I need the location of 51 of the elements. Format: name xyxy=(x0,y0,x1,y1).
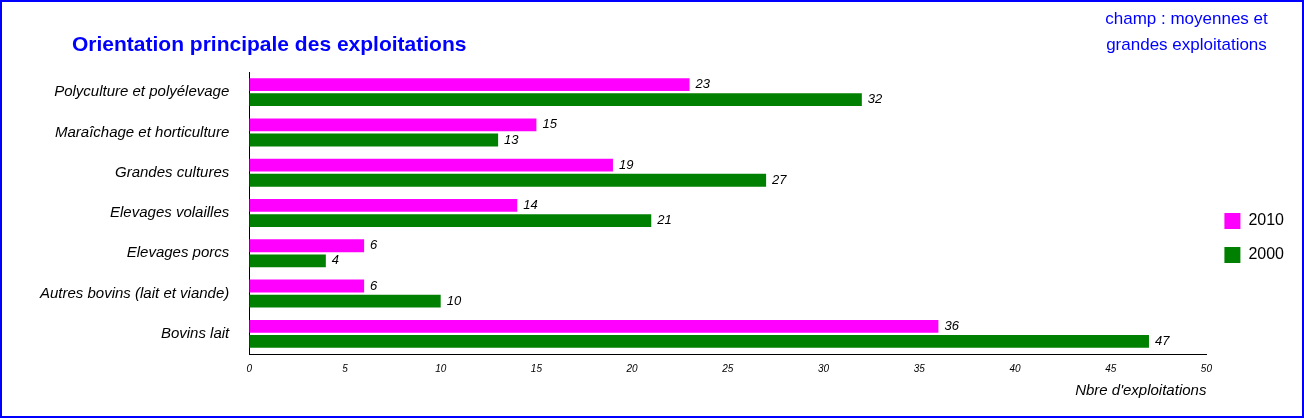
x-tick-label: 10 xyxy=(435,362,447,374)
legend-label: 2010 xyxy=(1248,211,1285,229)
bar xyxy=(249,158,613,172)
data-label: 4 xyxy=(331,252,340,268)
chart-title: Orientation principale des exploitations xyxy=(72,32,467,56)
bar xyxy=(249,214,652,227)
bar xyxy=(249,133,499,147)
bar xyxy=(249,254,326,268)
x-tick-label: 20 xyxy=(625,362,639,374)
data-label: 10 xyxy=(446,292,462,308)
y-tick-label: Maraîchage et horticulture xyxy=(54,122,230,140)
bar xyxy=(249,239,365,253)
data-label: 21 xyxy=(656,212,672,228)
y-tick-label: Elevages volailles xyxy=(110,203,230,221)
y-tick-label: Grandes cultures xyxy=(115,162,230,180)
bar xyxy=(249,319,939,333)
bar xyxy=(249,334,1149,348)
bar xyxy=(249,279,365,293)
data-label: 19 xyxy=(618,156,634,172)
x-tick-label: 15 xyxy=(530,362,543,374)
bar xyxy=(249,199,518,212)
data-label: 23 xyxy=(694,76,711,92)
bar xyxy=(249,78,690,92)
data-label: 6 xyxy=(370,237,379,253)
data-label: 6 xyxy=(370,277,379,293)
bar xyxy=(249,294,441,308)
data-label: 14 xyxy=(523,197,538,213)
data-label: 27 xyxy=(771,171,788,187)
x-tick-label: 5 xyxy=(342,362,349,374)
bar xyxy=(249,93,862,107)
x-tick-label: 25 xyxy=(721,362,734,374)
x-tick-label: 45 xyxy=(1105,362,1117,374)
data-label: 36 xyxy=(944,317,960,333)
x-tick-label: 40 xyxy=(1009,362,1021,374)
x-axis-title: Nbre d'exploitations xyxy=(1075,381,1207,399)
data-label: 32 xyxy=(867,91,884,107)
x-tick-label: 50 xyxy=(1200,362,1213,374)
text: champ : moyennes et grandes exploitations xyxy=(1104,8,1269,56)
data-label: 13 xyxy=(504,131,520,147)
data-label: 47 xyxy=(1154,333,1171,349)
y-tick-label: Polyculture et polyélevage xyxy=(54,82,230,100)
y-tick-label: Bovins lait xyxy=(160,324,231,342)
x-tick-label: 35 xyxy=(913,362,926,374)
y-tick-label: Elevages porcs xyxy=(126,243,230,261)
bar xyxy=(249,173,767,187)
data-label: 15 xyxy=(542,116,558,132)
legend-label: 2000 xyxy=(1248,245,1285,263)
y-tick-label: Autres bovins (lait et viande) xyxy=(38,283,230,301)
x-tick-label: 30 xyxy=(817,362,830,374)
x-tick-label: 0 xyxy=(246,362,253,374)
bar xyxy=(249,118,537,132)
